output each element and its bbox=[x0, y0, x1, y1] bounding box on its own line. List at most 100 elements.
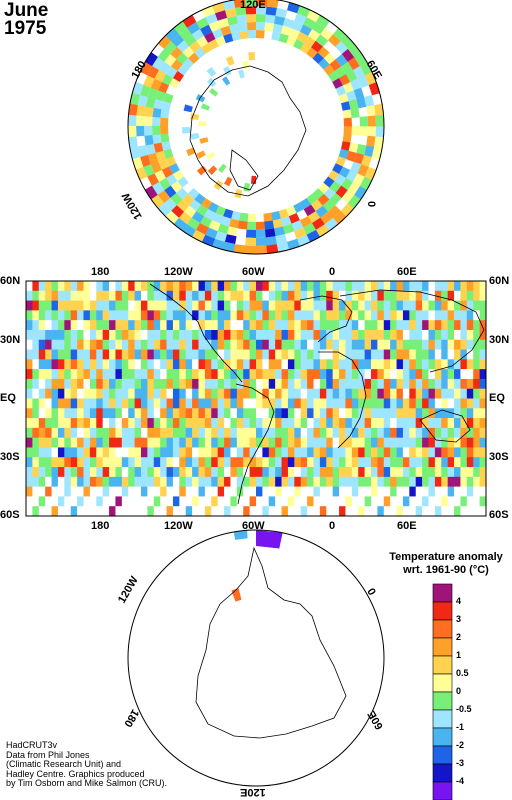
anomaly-cell bbox=[473, 427, 480, 438]
anomaly-cell bbox=[96, 447, 103, 458]
anomaly-cell bbox=[264, 228, 276, 238]
anomaly-cell bbox=[102, 310, 110, 321]
anomaly-cell bbox=[192, 447, 199, 458]
anomaly-cell bbox=[38, 378, 46, 390]
anomaly-cell bbox=[454, 329, 461, 341]
anomaly-cell bbox=[179, 369, 187, 380]
anomaly-cell bbox=[249, 310, 257, 321]
anomaly-cell bbox=[89, 486, 97, 497]
anomaly-cell bbox=[329, 59, 342, 72]
wm-top-lon-120w: 120W bbox=[164, 266, 193, 278]
anomaly-cell bbox=[307, 349, 314, 360]
anomaly-cell bbox=[319, 486, 327, 497]
anomaly-cell bbox=[236, 496, 244, 507]
anomaly-cell bbox=[383, 408, 391, 419]
anomaly-cell bbox=[96, 290, 103, 301]
anomaly-cell bbox=[371, 349, 378, 360]
anomaly-cell bbox=[256, 427, 263, 438]
anomaly-cell bbox=[172, 457, 180, 468]
anomaly-cell bbox=[224, 476, 231, 487]
anomaly-cell bbox=[335, 41, 349, 55]
anomaly-cell bbox=[129, 92, 141, 106]
anomaly-cell bbox=[281, 329, 289, 341]
anomaly-cell bbox=[256, 369, 263, 380]
anomaly-cell bbox=[319, 369, 327, 380]
anomaly-cell bbox=[115, 359, 123, 370]
anomaly-cell bbox=[447, 418, 455, 429]
anomaly-cell bbox=[51, 427, 59, 438]
anomaly-cell bbox=[256, 447, 263, 458]
anomaly-cell bbox=[447, 457, 455, 468]
anomaly-cell bbox=[242, 60, 249, 70]
anomaly-cell bbox=[136, 104, 146, 117]
anomaly-cell bbox=[275, 369, 282, 380]
anomaly-cell bbox=[77, 496, 84, 507]
world-map-grid bbox=[26, 281, 487, 517]
legend-swatch bbox=[432, 781, 453, 800]
anomaly-cell bbox=[275, 418, 282, 429]
anomaly-cell bbox=[147, 300, 155, 311]
anomaly-cell bbox=[70, 329, 78, 341]
anomaly-cell bbox=[460, 486, 468, 497]
anomaly-cell bbox=[83, 496, 91, 507]
anomaly-cell bbox=[300, 427, 308, 438]
anomaly-cell bbox=[324, 217, 339, 232]
anomaly-cell bbox=[83, 398, 91, 409]
anomaly-cell bbox=[299, 216, 312, 228]
anomaly-cell bbox=[109, 447, 116, 458]
anomaly-cell bbox=[447, 437, 455, 448]
anomaly-cell bbox=[358, 447, 365, 458]
anomaly-cell bbox=[102, 437, 110, 448]
anomaly-cell bbox=[224, 388, 231, 399]
anomaly-cell bbox=[38, 281, 46, 292]
anomaly-cell bbox=[192, 369, 199, 380]
anomaly-cell bbox=[327, 34, 342, 48]
anomaly-cell bbox=[176, 199, 190, 212]
legend-swatch bbox=[432, 745, 453, 765]
anomaly-cell bbox=[422, 290, 429, 301]
anomaly-cell bbox=[102, 339, 110, 350]
anomaly-cell bbox=[256, 6, 267, 15]
np-lon-label-0: 0 bbox=[365, 200, 378, 208]
anomaly-cell bbox=[236, 418, 244, 429]
anomaly-cell bbox=[128, 125, 137, 138]
anomaly-cell bbox=[422, 378, 429, 390]
anomaly-cell bbox=[466, 486, 474, 497]
anomaly-cell bbox=[374, 103, 384, 116]
anomaly-cell bbox=[128, 349, 135, 360]
anomaly-cell bbox=[115, 506, 123, 517]
anomaly-cell bbox=[358, 506, 365, 517]
anomaly-cell bbox=[354, 186, 367, 200]
anomaly-cell bbox=[236, 457, 244, 468]
anomaly-cell bbox=[134, 467, 142, 478]
anomaly-cell bbox=[246, 14, 257, 23]
anomaly-cell bbox=[211, 398, 218, 409]
anomaly-cell bbox=[415, 418, 423, 429]
anomaly-cell bbox=[270, 211, 281, 221]
anomaly-cell bbox=[115, 476, 123, 487]
anomaly-cell bbox=[57, 378, 65, 390]
anomaly-cell bbox=[300, 447, 308, 458]
anomaly-cell bbox=[346, 70, 358, 83]
anomaly-cell bbox=[320, 27, 334, 41]
anomaly-cell bbox=[192, 457, 199, 468]
anomaly-cell bbox=[466, 506, 474, 517]
anomaly-cell bbox=[479, 496, 487, 507]
anomaly-cell bbox=[243, 506, 250, 517]
anomaly-cell bbox=[57, 310, 65, 321]
anomaly-cell bbox=[307, 320, 314, 331]
anomaly-cell bbox=[249, 467, 257, 478]
anomaly-cell bbox=[32, 408, 40, 419]
anomaly-cell bbox=[434, 300, 442, 311]
anomaly-cell bbox=[226, 226, 238, 237]
anomaly-cell bbox=[243, 300, 250, 311]
anomaly-cell bbox=[319, 290, 327, 301]
anomaly-cell bbox=[473, 486, 480, 497]
anomaly-cell bbox=[38, 437, 46, 448]
anomaly-cell bbox=[326, 476, 333, 487]
anomaly-cell bbox=[428, 329, 436, 341]
anomaly-cell bbox=[268, 437, 276, 448]
anomaly-cell bbox=[256, 300, 263, 311]
anomaly-cell bbox=[262, 349, 270, 360]
anomaly-cell bbox=[307, 329, 314, 341]
